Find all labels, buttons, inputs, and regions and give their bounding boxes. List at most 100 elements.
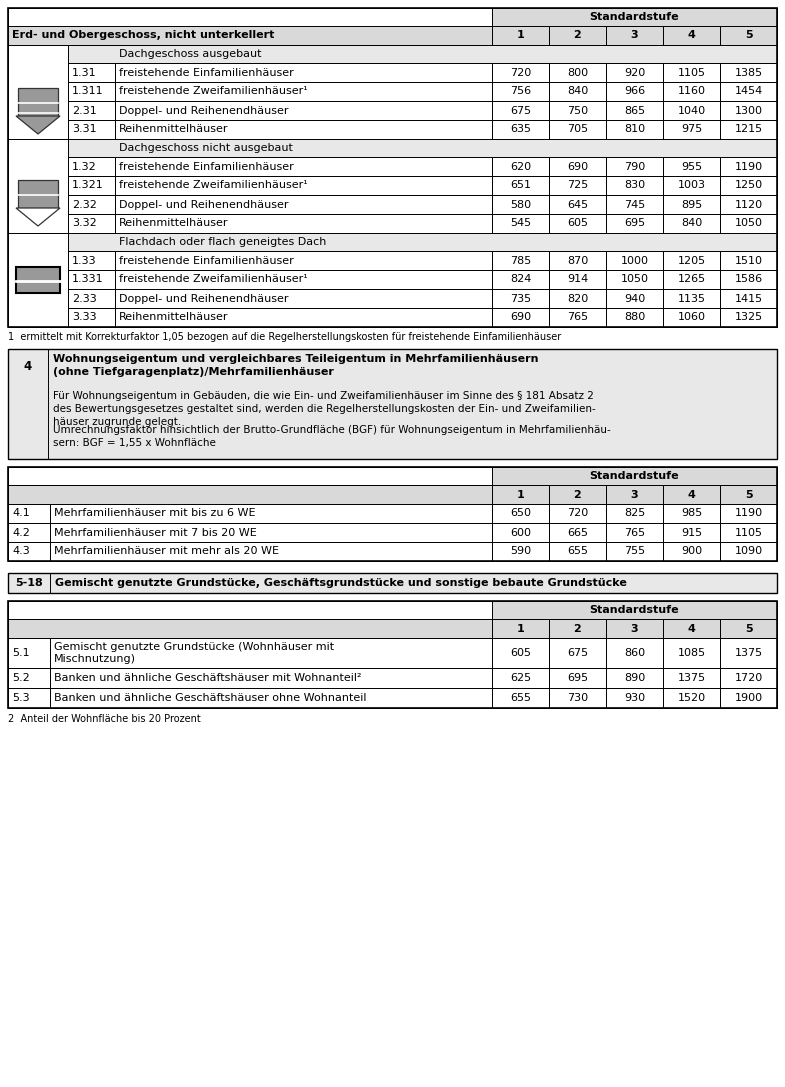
Text: freistehende Zweifamilienhäuser¹: freistehende Zweifamilienhäuser¹ — [119, 275, 308, 285]
Bar — [720, 251, 777, 270]
Bar — [115, 120, 492, 139]
Text: 1105: 1105 — [735, 527, 762, 537]
Bar — [492, 504, 549, 523]
Text: 1250: 1250 — [735, 180, 762, 190]
Bar — [492, 195, 549, 214]
Bar — [115, 270, 492, 289]
Bar — [606, 214, 663, 233]
Text: 765: 765 — [567, 312, 588, 323]
Text: freistehende Einfamilienhäuser: freistehende Einfamilienhäuser — [119, 162, 294, 172]
Text: Dachgeschoss ausgebaut: Dachgeschoss ausgebaut — [119, 49, 261, 59]
Bar — [8, 45, 777, 63]
Text: 880: 880 — [624, 312, 645, 323]
Text: 620: 620 — [510, 162, 531, 172]
Bar — [663, 63, 720, 82]
Bar — [492, 214, 549, 233]
Text: freistehende Zweifamilienhäuser¹: freistehende Zweifamilienhäuser¹ — [119, 180, 308, 190]
Text: 3.33: 3.33 — [72, 312, 97, 323]
Text: 940: 940 — [624, 293, 645, 303]
Text: 695: 695 — [567, 673, 588, 683]
Bar — [663, 289, 720, 308]
Text: 1000: 1000 — [620, 255, 648, 265]
Text: 920: 920 — [624, 67, 645, 77]
Text: 975: 975 — [681, 125, 702, 135]
Text: 4: 4 — [688, 489, 696, 500]
Bar — [663, 82, 720, 101]
Text: 5.1: 5.1 — [12, 648, 30, 658]
Bar — [8, 601, 777, 619]
Bar — [606, 26, 663, 45]
Bar — [549, 270, 606, 289]
Bar — [663, 101, 720, 120]
Text: 2: 2 — [574, 30, 582, 40]
Text: 5.3: 5.3 — [12, 694, 30, 703]
Bar — [8, 233, 777, 251]
Text: 1325: 1325 — [735, 312, 762, 323]
Text: 600: 600 — [510, 527, 531, 537]
Text: 590: 590 — [510, 547, 531, 557]
Text: 830: 830 — [624, 180, 645, 190]
Text: 930: 930 — [624, 694, 645, 703]
Bar — [549, 523, 606, 542]
Bar — [549, 542, 606, 561]
Bar — [492, 467, 777, 485]
Text: 720: 720 — [567, 509, 588, 518]
Bar — [720, 82, 777, 101]
Bar — [549, 485, 606, 504]
Text: 655: 655 — [510, 694, 531, 703]
Bar — [720, 157, 777, 176]
Text: Doppel- und Reihenendhäuser: Doppel- und Reihenendhäuser — [119, 293, 289, 303]
Text: 1385: 1385 — [735, 67, 762, 77]
Text: Reihenmittelhäuser: Reihenmittelhäuser — [119, 218, 228, 228]
Bar — [663, 270, 720, 289]
Bar — [8, 139, 777, 157]
Bar — [16, 267, 60, 293]
Bar — [68, 195, 115, 214]
Text: 3.32: 3.32 — [72, 218, 97, 228]
Text: 705: 705 — [567, 125, 588, 135]
Text: 820: 820 — [567, 293, 588, 303]
Text: Für Wohnungseigentum in Gebäuden, die wie Ein- und Zweifamilienhäuser im Sinne d: Für Wohnungseigentum in Gebäuden, die wi… — [53, 391, 596, 426]
Bar — [720, 523, 777, 542]
Bar — [663, 669, 720, 688]
Text: Mehrfamilienhäuser mit mehr als 20 WE: Mehrfamilienhäuser mit mehr als 20 WE — [54, 547, 279, 557]
Bar — [549, 638, 606, 669]
Text: Doppel- und Reihenendhäuser: Doppel- und Reihenendhäuser — [119, 200, 289, 210]
Bar — [720, 504, 777, 523]
Bar — [549, 101, 606, 120]
Text: Standardstufe: Standardstufe — [590, 471, 679, 482]
Bar — [8, 233, 68, 327]
Text: 1190: 1190 — [735, 162, 762, 172]
Bar — [720, 619, 777, 638]
Text: 695: 695 — [624, 218, 645, 228]
Text: 1265: 1265 — [677, 275, 706, 285]
Text: 1720: 1720 — [735, 673, 762, 683]
Bar — [720, 26, 777, 45]
Text: 690: 690 — [510, 312, 531, 323]
Bar — [549, 688, 606, 708]
Text: 870: 870 — [567, 255, 588, 265]
Bar — [663, 26, 720, 45]
Bar — [115, 157, 492, 176]
Bar — [720, 176, 777, 195]
Text: 900: 900 — [681, 547, 702, 557]
Text: 840: 840 — [681, 218, 702, 228]
Text: 2  Anteil der Wohnfläche bis 20 Prozent: 2 Anteil der Wohnfläche bis 20 Prozent — [8, 714, 201, 724]
Bar — [492, 251, 549, 270]
Text: 4.1: 4.1 — [12, 509, 30, 518]
Bar — [606, 504, 663, 523]
Text: 655: 655 — [567, 547, 588, 557]
Text: 2: 2 — [574, 489, 582, 500]
Text: 3.31: 3.31 — [72, 125, 97, 135]
Bar — [720, 214, 777, 233]
Text: 914: 914 — [567, 275, 588, 285]
Text: Wohnungseigentum und vergleichbares Teileigentum in Mehrfamilienhäusern
(ohne Ti: Wohnungseigentum und vergleichbares Teil… — [53, 354, 539, 377]
Text: 4.3: 4.3 — [12, 547, 30, 557]
Bar — [720, 485, 777, 504]
Bar — [18, 88, 58, 116]
Text: 5: 5 — [745, 489, 752, 500]
Text: 790: 790 — [624, 162, 645, 172]
Text: Reihenmittelhäuser: Reihenmittelhäuser — [119, 312, 228, 323]
Bar — [68, 63, 115, 82]
Text: 1415: 1415 — [735, 293, 762, 303]
